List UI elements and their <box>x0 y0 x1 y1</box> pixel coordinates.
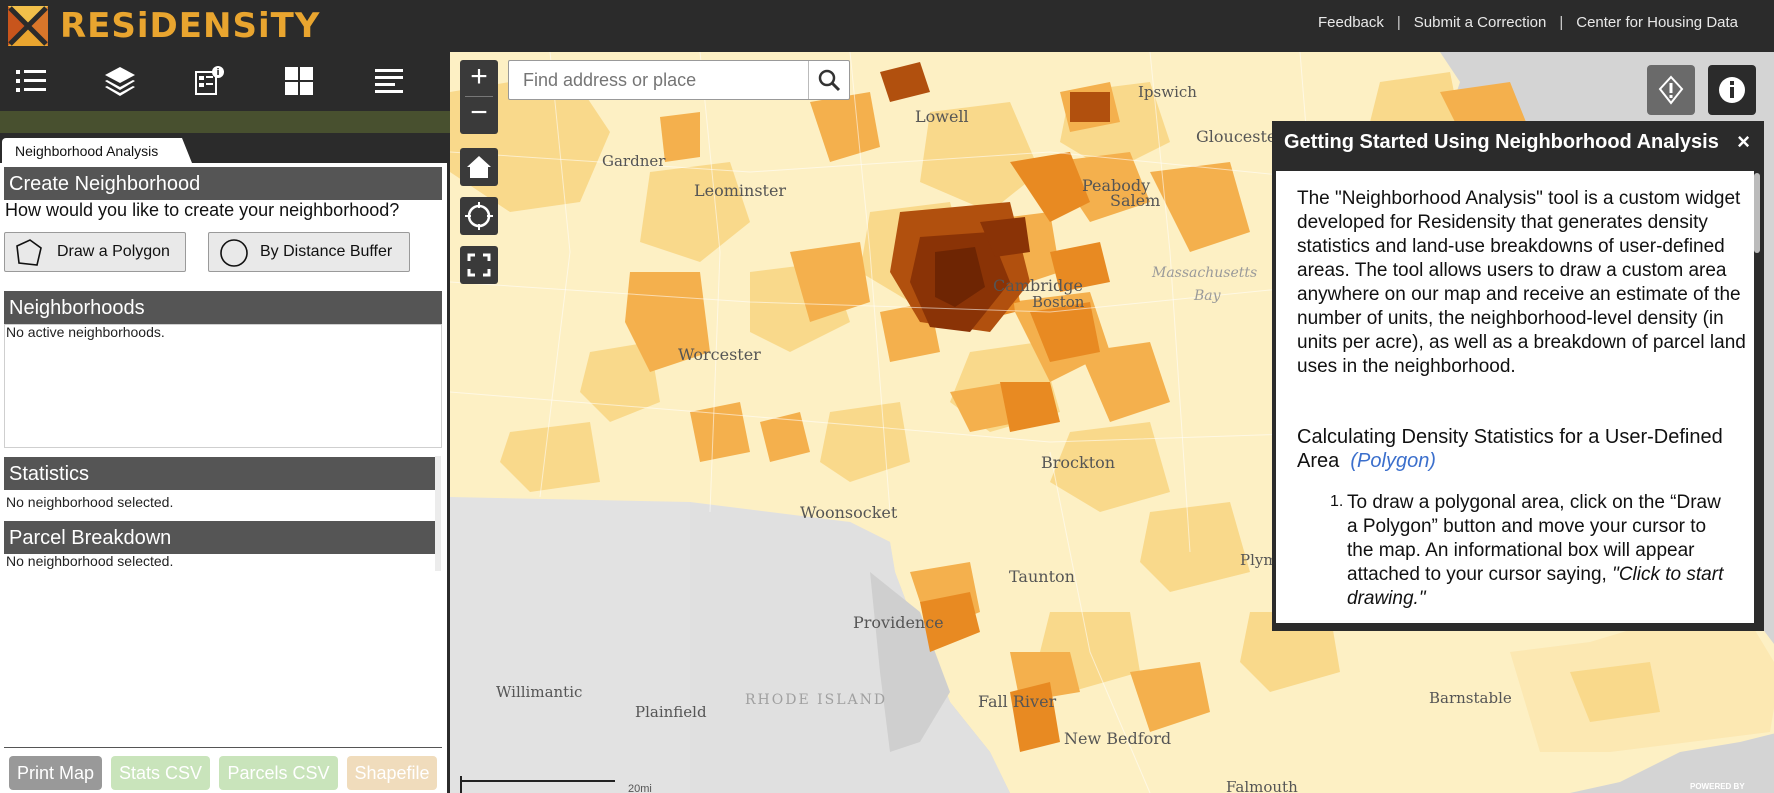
search-icon <box>818 69 841 92</box>
zoom-out-button[interactable]: − <box>470 96 488 129</box>
scale-bar-label: 20mi <box>628 783 652 793</box>
alert-button[interactable] <box>1647 65 1695 115</box>
map-label-brockton: Brockton <box>1041 453 1116 472</box>
locate-icon <box>465 202 493 230</box>
home-icon <box>467 156 491 178</box>
statistics-header: Statistics <box>4 457 435 490</box>
parcel-empty-text: No neighborhood selected. <box>6 553 174 569</box>
step-1-text: To draw a polygonal area, click on the “… <box>1347 492 1721 585</box>
map-label-willimantic: Willimantic <box>496 683 583 701</box>
parcel-breakdown-header: Parcel Breakdown <box>4 521 435 554</box>
map-label-worcester: Worcester <box>678 345 761 364</box>
create-question: How would you like to create your neighb… <box>5 200 400 220</box>
map-label-gloucester: Gloucester <box>1196 127 1285 146</box>
fullscreen-icon <box>467 253 491 277</box>
map-label-salem: Salem <box>1110 191 1161 210</box>
esri-attribution: POWERED BY <box>1690 782 1745 791</box>
polygon-icon <box>16 239 42 266</box>
map-label-plainfield: Plainfield <box>635 703 707 721</box>
intro-paragraph: The "Neighborhood Analysis" tool is a cu… <box>1297 188 1746 377</box>
svg-text:i: i <box>216 68 219 78</box>
housing-data-link[interactable]: Center for Housing Data <box>1576 14 1738 31</box>
map-label-cambridge: Cambridge <box>993 276 1083 295</box>
map-label-boston: Boston <box>1032 293 1085 311</box>
statistics-empty-text: No neighborhood selected. <box>6 494 174 510</box>
map-label-taunton: Taunton <box>1009 567 1075 586</box>
top-bar: RESiDENSiTY Feedback | Submit a Correction… <box>0 0 1774 52</box>
panel-scrollbar[interactable] <box>1754 173 1760 253</box>
create-neighborhood-header: Create Neighborhood <box>4 167 442 200</box>
circle-icon <box>220 239 248 267</box>
step-1-quote: "Click to start drawing." <box>1347 564 1724 609</box>
brand-title: RESiDENSiTY <box>60 6 321 46</box>
map-label-new-bedford: New Bedford <box>1064 729 1172 748</box>
map-label-rhode-island: RHODE ISLAND <box>745 692 888 708</box>
shapefile-button[interactable]: Shapefile <box>347 756 437 790</box>
map-label-ipswich: Ipswich <box>1138 83 1197 101</box>
footer-divider <box>4 747 442 748</box>
map-label-falmouth: Falmouth <box>1226 778 1298 793</box>
map-label-leominster: Leominster <box>694 181 787 200</box>
getting-started-panel: Getting Started Using Neighborhood Analy… <box>1272 121 1764 631</box>
draw-polygon-label: Draw a Polygon <box>57 243 170 260</box>
print-map-button[interactable]: Print Map <box>9 756 102 790</box>
zoom-in-button[interactable]: + <box>470 60 488 93</box>
fullscreen-button[interactable] <box>460 246 498 284</box>
map-label-peabody: Peabody <box>1082 176 1151 195</box>
neighborhoods-header: Neighborhoods <box>4 291 442 324</box>
polygon-tag: (Polygon) <box>1350 450 1436 472</box>
zoom-control: + − <box>460 60 498 134</box>
info-button[interactable] <box>1708 65 1756 115</box>
neighborhoods-empty-text: No active neighborhoods. <box>6 324 165 340</box>
distance-buffer-label: By Distance Buffer <box>260 243 393 260</box>
map-label-lowell: Lowell <box>915 107 969 126</box>
locate-button[interactable] <box>460 197 498 235</box>
step-number: 1. <box>1330 493 1344 510</box>
map-label-barnstable: Barnstable <box>1429 689 1512 707</box>
submit-correction-link[interactable]: Submit a Correction <box>1413 14 1547 31</box>
feedback-link[interactable]: Feedback <box>1318 14 1384 31</box>
header-links: Feedback | Submit a Correction | Center for … <box>1318 14 1738 31</box>
map-label-providence: Providence <box>853 613 944 632</box>
parcels-csv-button[interactable]: Parcels CSV <box>219 756 338 790</box>
stats-csv-button[interactable]: Stats CSV <box>111 756 210 790</box>
panel-body[interactable]: The "Neighborhood Analysis" tool is a cu… <box>1276 171 1754 623</box>
draw-polygon-button[interactable]: Draw a Polygon <box>4 232 186 272</box>
layers-icon[interactable] <box>103 64 137 98</box>
panel-title: Getting Started Using Neighborhood Analy… <box>1284 131 1719 153</box>
map-label-bay: Bay <box>1194 288 1221 304</box>
list-icon[interactable] <box>14 64 48 98</box>
residensity-logo-icon[interactable] <box>8 6 48 46</box>
section-heading-text: Calculating Density Statistics for a Use… <box>1297 426 1723 472</box>
widget-toolbar: i <box>0 52 450 111</box>
info-icon <box>1719 77 1745 103</box>
map-label-woonsocket: Woonsocket <box>800 503 898 522</box>
search-button[interactable] <box>808 61 849 99</box>
map-label-fall-river: Fall River <box>978 692 1057 711</box>
tab-neighborhood-analysis[interactable]: Neighborhood Analysis <box>2 138 192 163</box>
distance-buffer-button[interactable]: By Distance Buffer <box>208 232 410 272</box>
search-box <box>508 60 850 100</box>
legend-info-icon[interactable]: i <box>192 64 226 98</box>
close-icon[interactable]: × <box>1737 129 1750 154</box>
map-label-massachusetts-bay: Massachusetts <box>1152 265 1258 281</box>
grid-icon[interactable] <box>282 64 316 98</box>
link-separator: | <box>1559 14 1564 31</box>
section-heading: Calculating Density Statistics for a Use… <box>1297 425 1747 473</box>
neighborhoods-list[interactable] <box>4 324 442 448</box>
menu-lines-icon[interactable] <box>372 64 406 98</box>
toolbar-divider <box>0 111 450 133</box>
step-1: To draw a polygonal area, click on the “… <box>1347 491 1727 611</box>
home-button[interactable] <box>460 148 498 186</box>
zoom-divider <box>465 96 493 97</box>
scrollbar[interactable] <box>435 456 441 571</box>
link-separator: | <box>1396 14 1401 31</box>
map-label-gardner: Gardner <box>602 152 666 170</box>
alert-icon <box>1658 75 1684 105</box>
search-input[interactable] <box>509 61 809 99</box>
